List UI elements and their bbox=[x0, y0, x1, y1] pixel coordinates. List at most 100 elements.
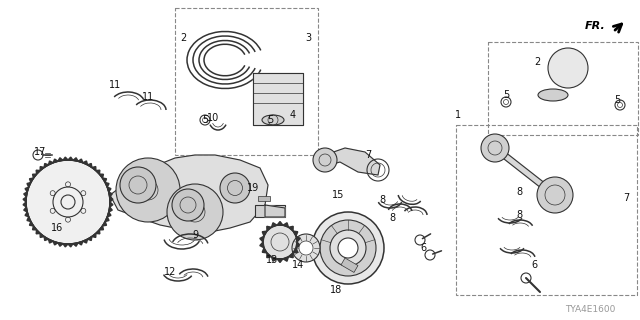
Polygon shape bbox=[490, 148, 560, 195]
Bar bbox=[341, 258, 358, 272]
Ellipse shape bbox=[262, 115, 284, 125]
Polygon shape bbox=[96, 170, 100, 174]
Circle shape bbox=[330, 230, 366, 266]
Text: 2: 2 bbox=[534, 57, 540, 67]
Polygon shape bbox=[78, 241, 83, 245]
Text: 7: 7 bbox=[623, 193, 629, 203]
Polygon shape bbox=[277, 259, 283, 262]
Polygon shape bbox=[27, 217, 31, 221]
Polygon shape bbox=[25, 187, 29, 192]
Text: 2: 2 bbox=[180, 33, 186, 43]
Polygon shape bbox=[96, 230, 100, 234]
Text: 15: 15 bbox=[332, 190, 344, 200]
Polygon shape bbox=[271, 223, 277, 227]
Circle shape bbox=[116, 158, 180, 222]
Ellipse shape bbox=[538, 89, 568, 101]
Circle shape bbox=[537, 177, 573, 213]
Polygon shape bbox=[102, 221, 106, 226]
Polygon shape bbox=[99, 226, 104, 230]
Polygon shape bbox=[27, 182, 31, 187]
Polygon shape bbox=[88, 236, 92, 241]
Polygon shape bbox=[92, 233, 96, 237]
Polygon shape bbox=[262, 248, 267, 253]
Polygon shape bbox=[83, 161, 88, 165]
Text: 10: 10 bbox=[207, 113, 219, 123]
Text: 8: 8 bbox=[516, 187, 522, 197]
Text: 6: 6 bbox=[420, 243, 426, 253]
Polygon shape bbox=[49, 161, 53, 165]
Polygon shape bbox=[73, 243, 78, 246]
Polygon shape bbox=[58, 158, 63, 161]
Text: 5: 5 bbox=[614, 95, 620, 105]
Circle shape bbox=[338, 238, 358, 258]
Polygon shape bbox=[289, 253, 293, 258]
Polygon shape bbox=[109, 207, 112, 212]
Text: 14: 14 bbox=[292, 260, 304, 270]
Polygon shape bbox=[92, 167, 96, 171]
Text: 1: 1 bbox=[455, 110, 461, 120]
Polygon shape bbox=[110, 155, 268, 232]
Polygon shape bbox=[105, 182, 109, 187]
Text: 13: 13 bbox=[266, 255, 278, 265]
Polygon shape bbox=[283, 257, 289, 261]
Text: 11: 11 bbox=[109, 80, 121, 90]
Circle shape bbox=[320, 220, 376, 276]
Text: 8: 8 bbox=[379, 195, 385, 205]
Text: TYA4E1600: TYA4E1600 bbox=[565, 306, 615, 315]
Polygon shape bbox=[53, 159, 58, 163]
Text: 7: 7 bbox=[365, 150, 371, 160]
Bar bbox=[456, 125, 637, 295]
Text: 5: 5 bbox=[202, 115, 208, 125]
Text: 11: 11 bbox=[142, 92, 154, 102]
Polygon shape bbox=[260, 242, 264, 248]
Polygon shape bbox=[44, 164, 49, 167]
Polygon shape bbox=[283, 223, 289, 227]
Text: 8: 8 bbox=[516, 210, 522, 220]
Polygon shape bbox=[260, 236, 264, 242]
Text: 18: 18 bbox=[330, 285, 342, 295]
Circle shape bbox=[26, 160, 110, 244]
Polygon shape bbox=[36, 170, 40, 174]
Polygon shape bbox=[24, 207, 28, 212]
Text: 6: 6 bbox=[531, 260, 537, 270]
Polygon shape bbox=[296, 236, 300, 242]
Polygon shape bbox=[109, 197, 113, 202]
Polygon shape bbox=[296, 242, 300, 248]
Polygon shape bbox=[40, 233, 44, 237]
Polygon shape bbox=[265, 205, 285, 217]
Polygon shape bbox=[53, 241, 58, 245]
Polygon shape bbox=[29, 178, 33, 182]
Circle shape bbox=[312, 212, 384, 284]
Text: 8: 8 bbox=[389, 213, 395, 223]
Polygon shape bbox=[68, 244, 73, 247]
Circle shape bbox=[172, 189, 204, 221]
Text: 17: 17 bbox=[34, 147, 46, 157]
Bar bbox=[175, 8, 318, 155]
Circle shape bbox=[263, 225, 297, 259]
Bar bbox=[258, 196, 270, 201]
Circle shape bbox=[548, 48, 588, 88]
Polygon shape bbox=[322, 148, 380, 175]
Polygon shape bbox=[36, 230, 40, 234]
Circle shape bbox=[299, 241, 313, 255]
Polygon shape bbox=[23, 197, 26, 202]
Polygon shape bbox=[40, 167, 44, 171]
Polygon shape bbox=[293, 231, 298, 236]
Polygon shape bbox=[293, 248, 298, 253]
Polygon shape bbox=[88, 164, 92, 167]
Text: 19: 19 bbox=[247, 183, 259, 193]
Polygon shape bbox=[267, 226, 271, 231]
Circle shape bbox=[120, 167, 156, 203]
Text: 12: 12 bbox=[164, 267, 176, 277]
Text: 5: 5 bbox=[267, 115, 273, 125]
Text: 16: 16 bbox=[51, 223, 63, 233]
Polygon shape bbox=[29, 221, 33, 226]
Polygon shape bbox=[23, 202, 26, 207]
Polygon shape bbox=[289, 226, 293, 231]
Circle shape bbox=[167, 184, 223, 240]
Text: 4: 4 bbox=[290, 110, 296, 120]
Polygon shape bbox=[108, 187, 111, 192]
Bar bbox=[488, 42, 638, 135]
Polygon shape bbox=[63, 157, 68, 160]
Bar bbox=[255, 205, 285, 217]
